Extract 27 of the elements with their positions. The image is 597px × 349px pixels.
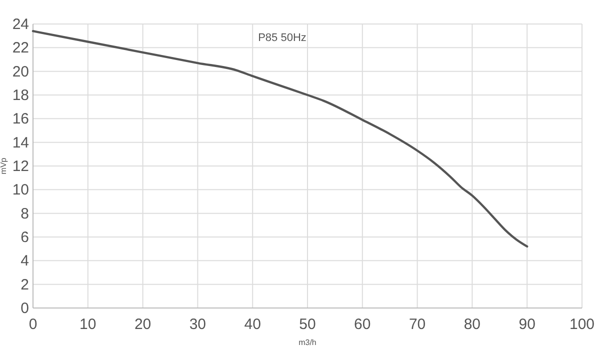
x-tick-label: 40	[244, 316, 261, 333]
x-tick-label: 10	[80, 316, 96, 333]
x-tick-label: 90	[518, 316, 536, 333]
y-axis-title: mVp	[0, 157, 8, 174]
x-tick-label: 20	[134, 316, 152, 333]
annotation: P85 50Hz	[258, 32, 306, 44]
y-tick-label: 12	[12, 158, 29, 175]
x-tick-label: 60	[354, 316, 371, 333]
y-tick-label: 8	[20, 205, 29, 222]
x-tick-label: 50	[299, 316, 316, 333]
line-series	[32, 30, 528, 248]
y-tick-label: 24	[12, 16, 29, 33]
y-tick-label: 22	[12, 40, 29, 57]
x-axis-title: m3/h	[298, 338, 316, 347]
y-tick-label: 16	[12, 110, 29, 128]
x-tick-label: 80	[464, 316, 481, 333]
y-tick-label: 0	[20, 300, 29, 317]
y-tick-label: 4	[20, 252, 29, 270]
y-tick-label: 2	[20, 276, 29, 294]
y-tick-label: 6	[20, 229, 29, 246]
y-tick-label: 14	[12, 134, 29, 152]
y-tick-label: 20	[12, 63, 29, 80]
y-tick-label: 10	[12, 182, 29, 199]
x-tick-label: 100	[569, 316, 595, 333]
x-tick-label: 70	[408, 316, 426, 333]
y-tick-label: 18	[12, 87, 29, 104]
x-tick-label: 30	[189, 316, 206, 333]
